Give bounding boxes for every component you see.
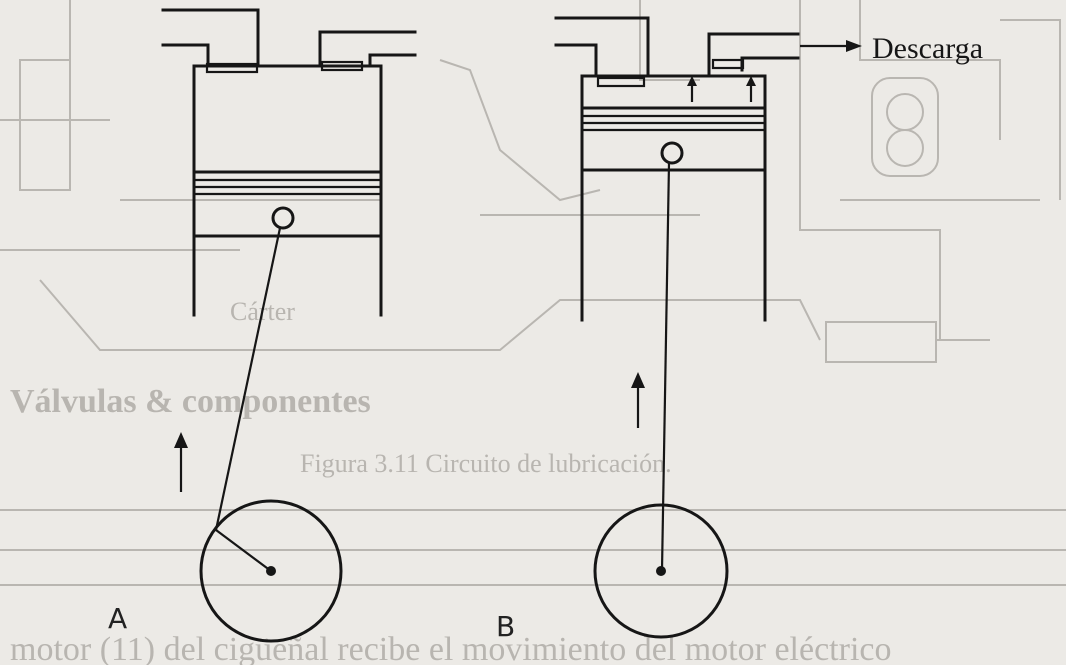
piston-a <box>192 170 383 238</box>
crank-center-b <box>656 566 666 576</box>
exhaust-port-b <box>707 32 800 78</box>
diagram-b-label: B <box>496 610 515 643</box>
crank-arm-a <box>215 529 272 572</box>
piston-rings-a <box>194 178 381 196</box>
ghost-bottom-line: motor (11) del cigüeñal recibe el movimi… <box>10 631 891 665</box>
exhaust-label: Descarga <box>872 32 983 65</box>
exhaust-valve-a <box>320 60 364 72</box>
diagram-a: A <box>108 8 417 643</box>
gas-flow-arrowhead-2 <box>746 76 756 86</box>
piston-rings-b <box>582 114 765 132</box>
wrist-pin-b <box>660 141 684 165</box>
wrist-pin-a <box>271 206 295 230</box>
exhaust-valve-b-open <box>711 58 745 70</box>
ghost-heading: Válvulas & componentes <box>10 383 371 420</box>
connecting-rod-a <box>214 227 282 531</box>
motion-arrowhead-b <box>631 372 645 388</box>
intake-port-b <box>554 16 650 78</box>
cylinder-head-a <box>192 64 383 76</box>
piston-b <box>580 106 767 172</box>
crankshaft-b <box>593 503 729 639</box>
crankshaft-a <box>199 499 343 643</box>
ghost-figure-caption: Figura 3.11 Circuito de lubricación. <box>300 449 672 478</box>
motion-arrowhead-a <box>174 432 188 448</box>
gas-flow-arrowhead-1 <box>687 76 697 86</box>
diagram-a-label: A <box>108 602 127 635</box>
diagram-b: Descarga B <box>496 16 983 643</box>
connecting-rod-b <box>660 162 671 571</box>
crank-center-a <box>266 566 276 576</box>
intake-port-a <box>161 8 260 68</box>
cylinder-head-b <box>580 74 767 87</box>
exhaust-port-a <box>318 30 417 68</box>
exhaust-flow-arrowhead <box>846 40 862 52</box>
intake-valve-a <box>205 62 259 74</box>
intake-valve-b <box>596 76 646 88</box>
